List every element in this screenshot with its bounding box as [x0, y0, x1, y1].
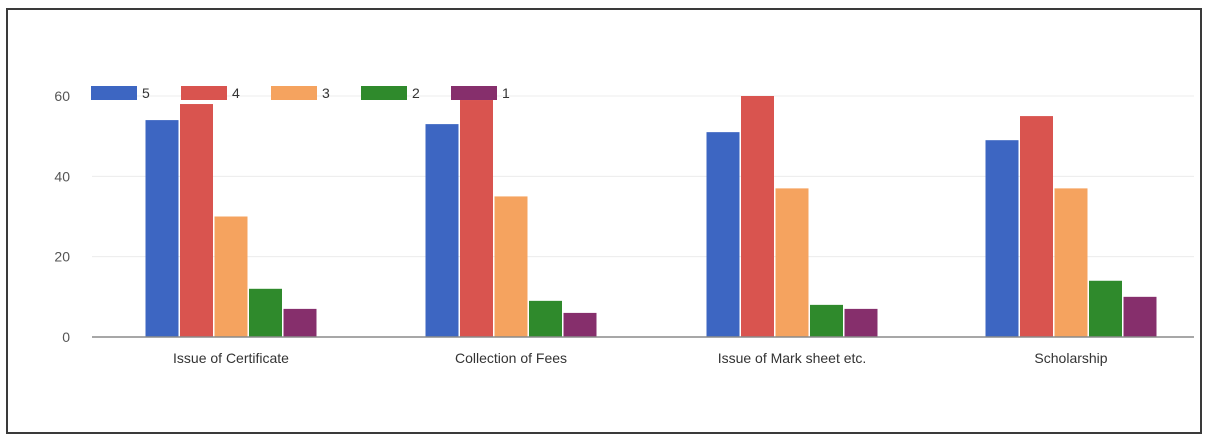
x-axis-labels: Issue of Certificate Collection of Fees Is…: [173, 350, 1108, 366]
bar-4-scholarship: [1020, 116, 1053, 337]
bar-2-collection-of-fees: [529, 300, 562, 337]
bar-2-issue-of-certificate: [249, 288, 282, 337]
legend-label-5: 5: [142, 85, 150, 101]
bar-1-issue-of-certificate: [283, 308, 317, 337]
legend-swatch-4: [181, 86, 227, 100]
y-tick-label: 0: [62, 329, 70, 345]
bar-3-issue-of-mark-sheet-etc: [775, 188, 809, 337]
bar-1-scholarship: [1123, 296, 1157, 337]
x-category-label: Issue of Certificate: [173, 350, 289, 366]
bar-4-collection-of-fees: [460, 100, 493, 338]
bar-1-issue-of-mark-sheet-etc: [844, 308, 878, 337]
bar-3-scholarship: [1054, 188, 1088, 337]
legend-swatch-3: [271, 86, 317, 100]
y-tick-label: 40: [54, 168, 70, 184]
legend: 5 4 3 2 1: [91, 85, 510, 101]
legend-label-1: 1: [502, 85, 510, 101]
bar-1-collection-of-fees: [563, 312, 597, 337]
bar-5-issue-of-mark-sheet-etc: [706, 132, 740, 337]
bar-4-issue-of-mark-sheet-etc: [741, 96, 774, 337]
bars: [145, 96, 1157, 338]
bar-2-scholarship: [1089, 280, 1122, 337]
bar-2-issue-of-mark-sheet-etc: [810, 304, 843, 337]
bar-5-issue-of-certificate: [145, 120, 179, 337]
y-tick-label: 20: [54, 249, 70, 265]
y-tick-label: 60: [54, 88, 70, 104]
x-category-label: Collection of Fees: [455, 350, 567, 366]
x-category-label: Scholarship: [1034, 350, 1107, 366]
legend-swatch-5: [91, 86, 137, 100]
bar-3-collection-of-fees: [494, 196, 528, 337]
bar-5-collection-of-fees: [425, 124, 459, 337]
y-axis-ticks: 0 20 40 60: [54, 88, 70, 345]
legend-label-2: 2: [412, 85, 420, 101]
x-category-label: Issue of Mark sheet etc.: [718, 350, 867, 366]
bar-3-issue-of-certificate: [214, 216, 248, 337]
bar-4-issue-of-certificate: [180, 104, 213, 338]
legend-swatch-1: [451, 86, 497, 100]
bar-5-scholarship: [985, 140, 1019, 337]
legend-label-4: 4: [232, 85, 240, 101]
legend-swatch-2: [361, 86, 407, 100]
legend-label-3: 3: [322, 85, 330, 101]
